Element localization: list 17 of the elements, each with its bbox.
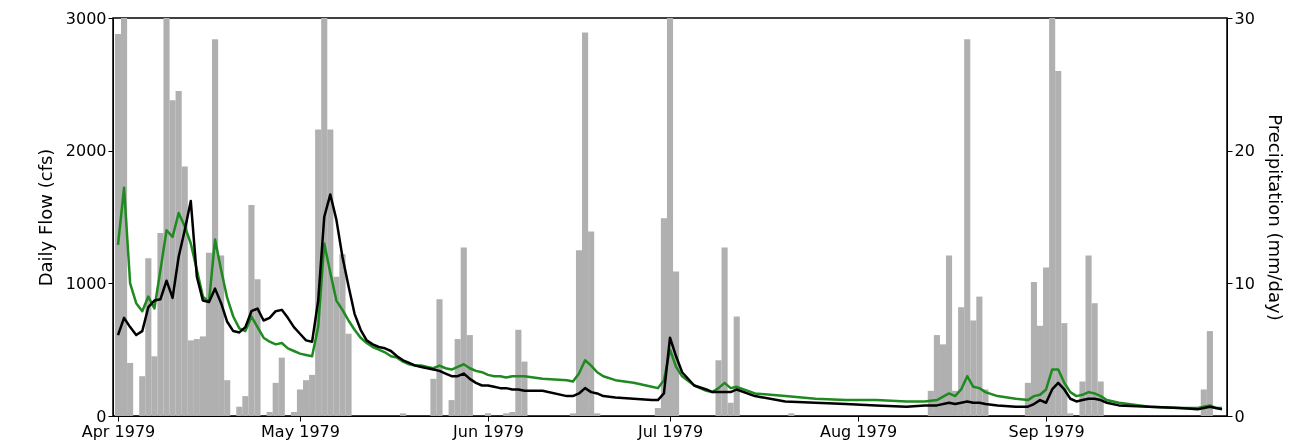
x-tick-label: Jun 1979 bbox=[452, 421, 524, 440]
bar bbox=[400, 413, 407, 416]
y2-tick-label: 30 bbox=[1234, 8, 1255, 28]
x-tick-label: Jul 1979 bbox=[636, 421, 704, 440]
y2-tick-label: 20 bbox=[1234, 141, 1255, 161]
bar bbox=[484, 413, 492, 416]
x-tick-label: Sep 1979 bbox=[1008, 421, 1085, 440]
x-tick-label: May 1979 bbox=[261, 421, 340, 440]
y-tick-label: 3000 bbox=[65, 8, 107, 28]
y2-tick-label: 0 bbox=[1234, 406, 1245, 426]
bar bbox=[788, 413, 795, 416]
x-tick-label: Aug 1979 bbox=[820, 421, 898, 440]
y-tick-label: 2000 bbox=[65, 141, 107, 161]
y-axis-title: Daily Flow (cfs) bbox=[34, 148, 56, 287]
y2-axis-title: Precipitation (mm/day) bbox=[1264, 114, 1286, 321]
y-tick-label: 1000 bbox=[65, 273, 107, 293]
y2-tick-label: 10 bbox=[1234, 273, 1255, 293]
